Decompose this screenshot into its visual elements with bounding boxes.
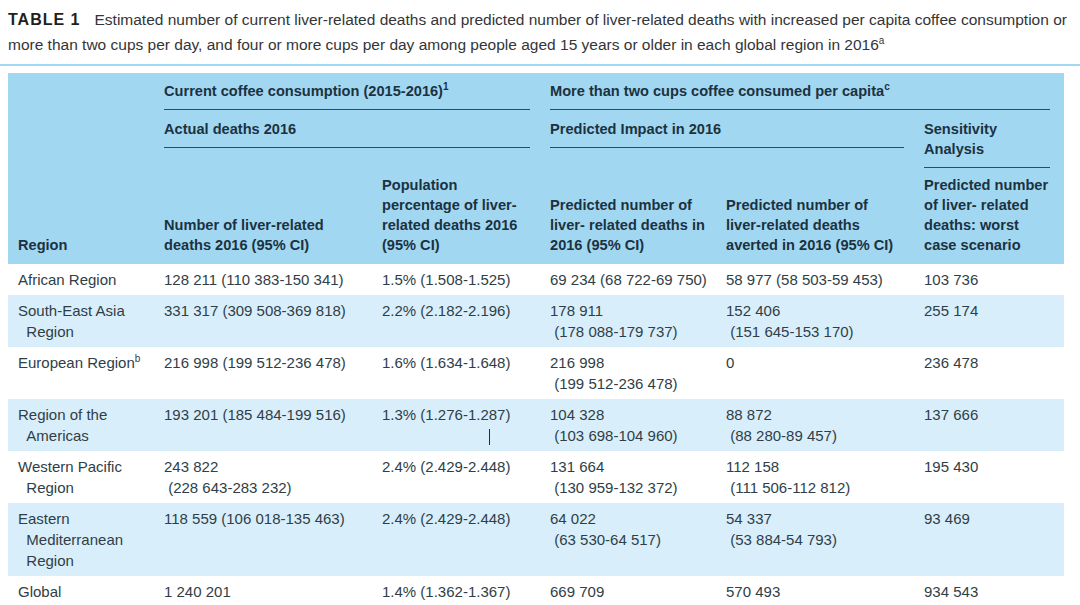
top-rule xyxy=(0,64,1080,66)
table-row: Western Pacific Region 243 822 (228 643-… xyxy=(8,451,1064,503)
table-row: Eastern Mediterranean Region 118 559 (10… xyxy=(8,503,1064,576)
group-header-current-consumption-label: Current coffee consumption (2015-2016) xyxy=(164,83,443,99)
cell-averted-deaths: 54 337 (53 884-54 793) xyxy=(720,503,918,576)
table-caption-text: Estimated number of current liver-relate… xyxy=(8,11,1067,53)
liver-deaths-table: Region Current coffee consumption (2015-… xyxy=(8,73,1064,605)
footnote-marker-b: b xyxy=(135,353,141,364)
column-header-deaths: Number of liver-related deaths 2016 (95%… xyxy=(158,168,376,264)
column-header-averted-deaths: Predicted number of liver-related deaths… xyxy=(720,168,918,264)
cell-worst-case: 137 666 xyxy=(918,399,1064,451)
cell-population-pct: 2.4% (2.429-2.448) xyxy=(376,503,544,576)
cell-region: Global xyxy=(8,576,158,605)
cell-region: South-East Asia Region xyxy=(8,295,158,347)
cell-population-pct: 1.6% (1.634-1.648) xyxy=(376,347,544,399)
cell-predicted-deaths: 64 022 (63 530-64 517) xyxy=(544,503,720,576)
cell-population-pct: 2.4% (2.429-2.448) xyxy=(376,451,544,503)
footnote-marker-c: c xyxy=(884,81,890,92)
caption-footnote-marker: a xyxy=(879,35,885,46)
table-header: Region Current coffee consumption (2015-… xyxy=(8,73,1064,264)
cell-averted-deaths: 88 872 (88 280-89 457) xyxy=(720,399,918,451)
group-header-two-cups-label: More than two cups coffee consumed per c… xyxy=(550,83,884,99)
column-header-region: Region xyxy=(8,73,158,264)
cell-region: Region of the Americas xyxy=(8,399,158,451)
table-row: Global 1 240 201 (1 184 300-1 354 410) 1… xyxy=(8,576,1064,605)
cell-population-pct: 1.4% (1.362-1.367) xyxy=(376,576,544,605)
cell-worst-case: 934 543 xyxy=(918,576,1064,605)
cell-worst-case: 195 430 xyxy=(918,451,1064,503)
table-row: Region of the Americas 193 201 (185 484-… xyxy=(8,399,1064,451)
cell-averted-deaths: 0 xyxy=(720,347,918,399)
table-row: South-East Asia Region 331 317 (309 508-… xyxy=(8,295,1064,347)
paper-page: TABLE 1Estimated number of current liver… xyxy=(0,0,1080,605)
column-header-worst-case: Predicted number of liver- related death… xyxy=(918,168,1064,264)
cell-worst-case: 103 736 xyxy=(918,264,1064,295)
cell-population-pct: 1.3% (1.276-1.287) xyxy=(376,399,544,451)
cell-region: Western Pacific Region xyxy=(8,451,158,503)
subheader-predicted-impact: Predicted Impact in 2016 xyxy=(544,110,918,168)
table-body: African Region 128 211 (110 383-150 341)… xyxy=(8,264,1064,605)
group-header-two-cups: More than two cups coffee consumed per c… xyxy=(544,73,1064,110)
cell-region: Eastern Mediterranean Region xyxy=(8,503,158,576)
cell-deaths: 193 201 (185 484-199 516) xyxy=(158,399,376,451)
cell-worst-case: 93 469 xyxy=(918,503,1064,576)
footnote-marker-1: 1 xyxy=(443,81,449,92)
cell-deaths: 243 822 (228 643-283 232) xyxy=(158,451,376,503)
cell-worst-case: 236 478 xyxy=(918,347,1064,399)
cell-predicted-deaths: 178 911 (178 088-179 737) xyxy=(544,295,720,347)
table-caption: TABLE 1Estimated number of current liver… xyxy=(8,7,1070,57)
cell-averted-deaths: 570 493 (569 019-571 973) xyxy=(720,576,918,605)
cell-region: European Regionb xyxy=(8,347,158,399)
cell-predicted-deaths: 131 664 (130 959-132 372) xyxy=(544,451,720,503)
table-number-label: TABLE 1 xyxy=(8,11,80,28)
cell-averted-deaths: 152 406 (151 645-153 170) xyxy=(720,295,918,347)
cell-population-pct: 1.5% (1.508-1.525) xyxy=(376,264,544,295)
cell-deaths: 118 559 (106 018-135 463) xyxy=(158,503,376,576)
cell-averted-deaths: 58 977 (58 503-59 453) xyxy=(720,264,918,295)
cell-deaths: 128 211 (110 383-150 341) xyxy=(158,264,376,295)
cell-predicted-deaths: 69 234 (68 722-69 750) xyxy=(544,264,720,295)
cell-deaths: 216 998 (199 512-236 478) xyxy=(158,347,376,399)
text-cursor xyxy=(489,429,490,445)
cell-deaths: 331 317 (309 508-369 818) xyxy=(158,295,376,347)
subheader-sensitivity-analysis: Sensitivity Analysis xyxy=(918,110,1064,168)
cell-region: African Region xyxy=(8,264,158,295)
cell-population-pct: 2.2% (2.182-2.196) xyxy=(376,295,544,347)
group-header-current-consumption: Current coffee consumption (2015-2016)1 xyxy=(158,73,544,110)
cell-worst-case: 255 174 xyxy=(918,295,1064,347)
cell-predicted-deaths: 669 709 (668 113-671 312) xyxy=(544,576,720,605)
column-header-predicted-deaths: Predicted number of liver- related death… xyxy=(544,168,720,264)
column-header-population-pct: Population percentage of liver-related d… xyxy=(376,168,544,264)
table-row: African Region 128 211 (110 383-150 341)… xyxy=(8,264,1064,295)
table-row: European Regionb 216 998 (199 512-236 47… xyxy=(8,347,1064,399)
cell-predicted-deaths: 216 998 (199 512-236 478) xyxy=(544,347,720,399)
cell-deaths: 1 240 201 (1 184 300-1 354 410) xyxy=(158,576,376,605)
subheader-actual-deaths: Actual deaths 2016 xyxy=(158,110,544,168)
cell-predicted-deaths: 104 328 (103 698-104 960) xyxy=(544,399,720,451)
cell-averted-deaths: 112 158 (111 506-112 812) xyxy=(720,451,918,503)
